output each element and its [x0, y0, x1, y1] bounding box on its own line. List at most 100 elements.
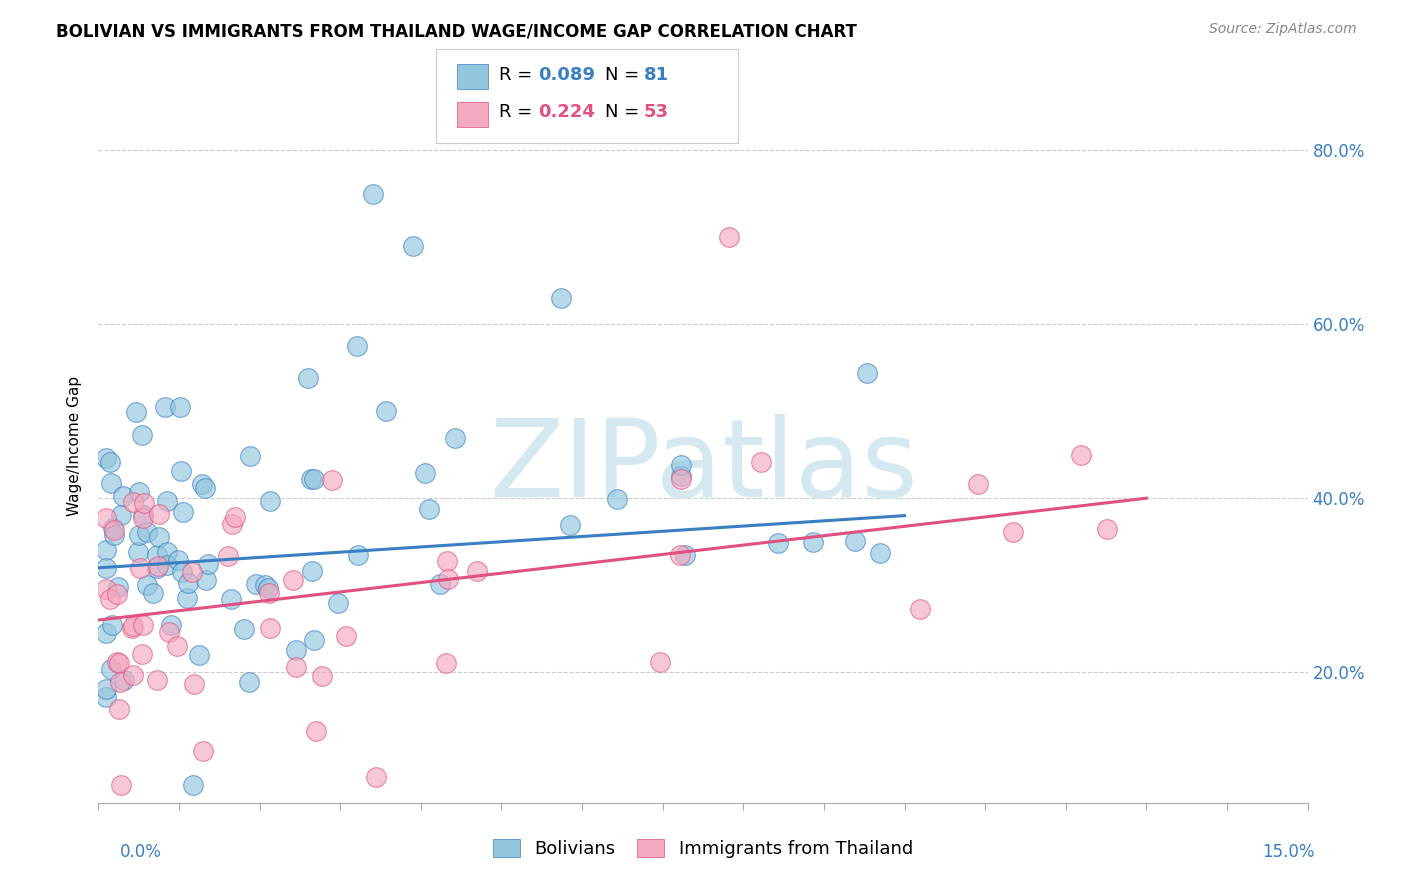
- Point: [239, 450, 262, 464]
- Point: [107, 580, 129, 594]
- Point: [194, 481, 217, 495]
- Point: [132, 508, 155, 522]
- Point: [96, 450, 118, 465]
- Point: [669, 472, 692, 486]
- Point: [347, 548, 370, 562]
- Point: [1097, 522, 1119, 536]
- Point: [801, 535, 824, 549]
- Point: [108, 656, 131, 670]
- Point: [146, 548, 169, 562]
- Point: [766, 536, 789, 550]
- Point: [434, 656, 457, 670]
- Point: [673, 548, 696, 562]
- Point: [153, 400, 176, 414]
- Point: [128, 560, 150, 574]
- Point: [128, 484, 150, 499]
- Point: [346, 339, 368, 353]
- Point: [121, 621, 143, 635]
- Point: [122, 668, 145, 682]
- Point: [96, 510, 118, 524]
- Point: [108, 702, 131, 716]
- Point: [311, 669, 333, 683]
- Point: [194, 573, 217, 587]
- Point: [100, 618, 122, 632]
- Text: 53: 53: [644, 103, 669, 121]
- Point: [606, 491, 628, 506]
- Point: [437, 572, 460, 586]
- Point: [146, 560, 169, 574]
- Point: [221, 517, 243, 532]
- Point: [96, 543, 118, 558]
- Point: [374, 404, 396, 418]
- Point: [96, 681, 118, 696]
- Point: [128, 527, 150, 541]
- Point: [257, 582, 280, 596]
- Point: [366, 770, 388, 784]
- Point: [224, 510, 246, 524]
- Point: [96, 561, 118, 575]
- Point: [101, 521, 124, 535]
- Point: [402, 239, 425, 253]
- Point: [188, 648, 211, 662]
- Point: [156, 494, 179, 508]
- Point: [436, 554, 458, 568]
- Point: [166, 639, 188, 653]
- Point: [183, 677, 205, 691]
- Point: [908, 602, 931, 616]
- Point: [127, 545, 149, 559]
- Point: [172, 505, 194, 519]
- Point: [100, 591, 122, 606]
- Text: N =: N =: [605, 66, 644, 84]
- Point: [361, 186, 384, 201]
- Point: [844, 533, 866, 548]
- Point: [176, 591, 198, 605]
- Point: [134, 496, 156, 510]
- Point: [650, 655, 672, 669]
- Point: [284, 660, 307, 674]
- Text: N =: N =: [605, 103, 644, 121]
- Point: [103, 528, 125, 542]
- Point: [131, 428, 153, 442]
- Point: [967, 477, 990, 491]
- Point: [122, 619, 145, 633]
- Point: [148, 507, 170, 521]
- Point: [413, 467, 436, 481]
- Point: [103, 523, 125, 537]
- Point: [181, 778, 204, 792]
- Text: 15.0%: 15.0%: [1263, 843, 1315, 861]
- Point: [191, 477, 214, 491]
- Point: [718, 230, 741, 244]
- Point: [170, 465, 193, 479]
- Point: [253, 577, 276, 591]
- Point: [283, 574, 305, 588]
- Point: [132, 618, 155, 632]
- Text: BOLIVIAN VS IMMIGRANTS FROM THAILAND WAGE/INCOME GAP CORRELATION CHART: BOLIVIAN VS IMMIGRANTS FROM THAILAND WAG…: [56, 22, 858, 40]
- Point: [259, 620, 281, 634]
- Text: 0.0%: 0.0%: [120, 843, 162, 861]
- Point: [148, 558, 170, 573]
- Point: [465, 564, 488, 578]
- Point: [869, 546, 891, 560]
- Point: [299, 472, 322, 486]
- Point: [131, 647, 153, 661]
- Point: [141, 586, 163, 600]
- Point: [284, 643, 307, 657]
- Legend: Bolivians, Immigrants from Thailand: Bolivians, Immigrants from Thailand: [485, 831, 921, 865]
- Point: [98, 455, 121, 469]
- Point: [169, 401, 191, 415]
- Point: [110, 778, 132, 792]
- Point: [219, 591, 242, 606]
- Point: [181, 566, 204, 580]
- Point: [301, 565, 323, 579]
- Text: 0.224: 0.224: [538, 103, 595, 121]
- Text: ZIPatlas: ZIPatlas: [489, 415, 917, 520]
- Point: [157, 624, 180, 639]
- Point: [669, 548, 692, 562]
- Point: [172, 565, 194, 579]
- Point: [856, 366, 879, 380]
- Point: [148, 530, 170, 544]
- Point: [217, 549, 239, 563]
- Point: [302, 472, 325, 486]
- Point: [135, 524, 157, 539]
- Point: [96, 626, 118, 640]
